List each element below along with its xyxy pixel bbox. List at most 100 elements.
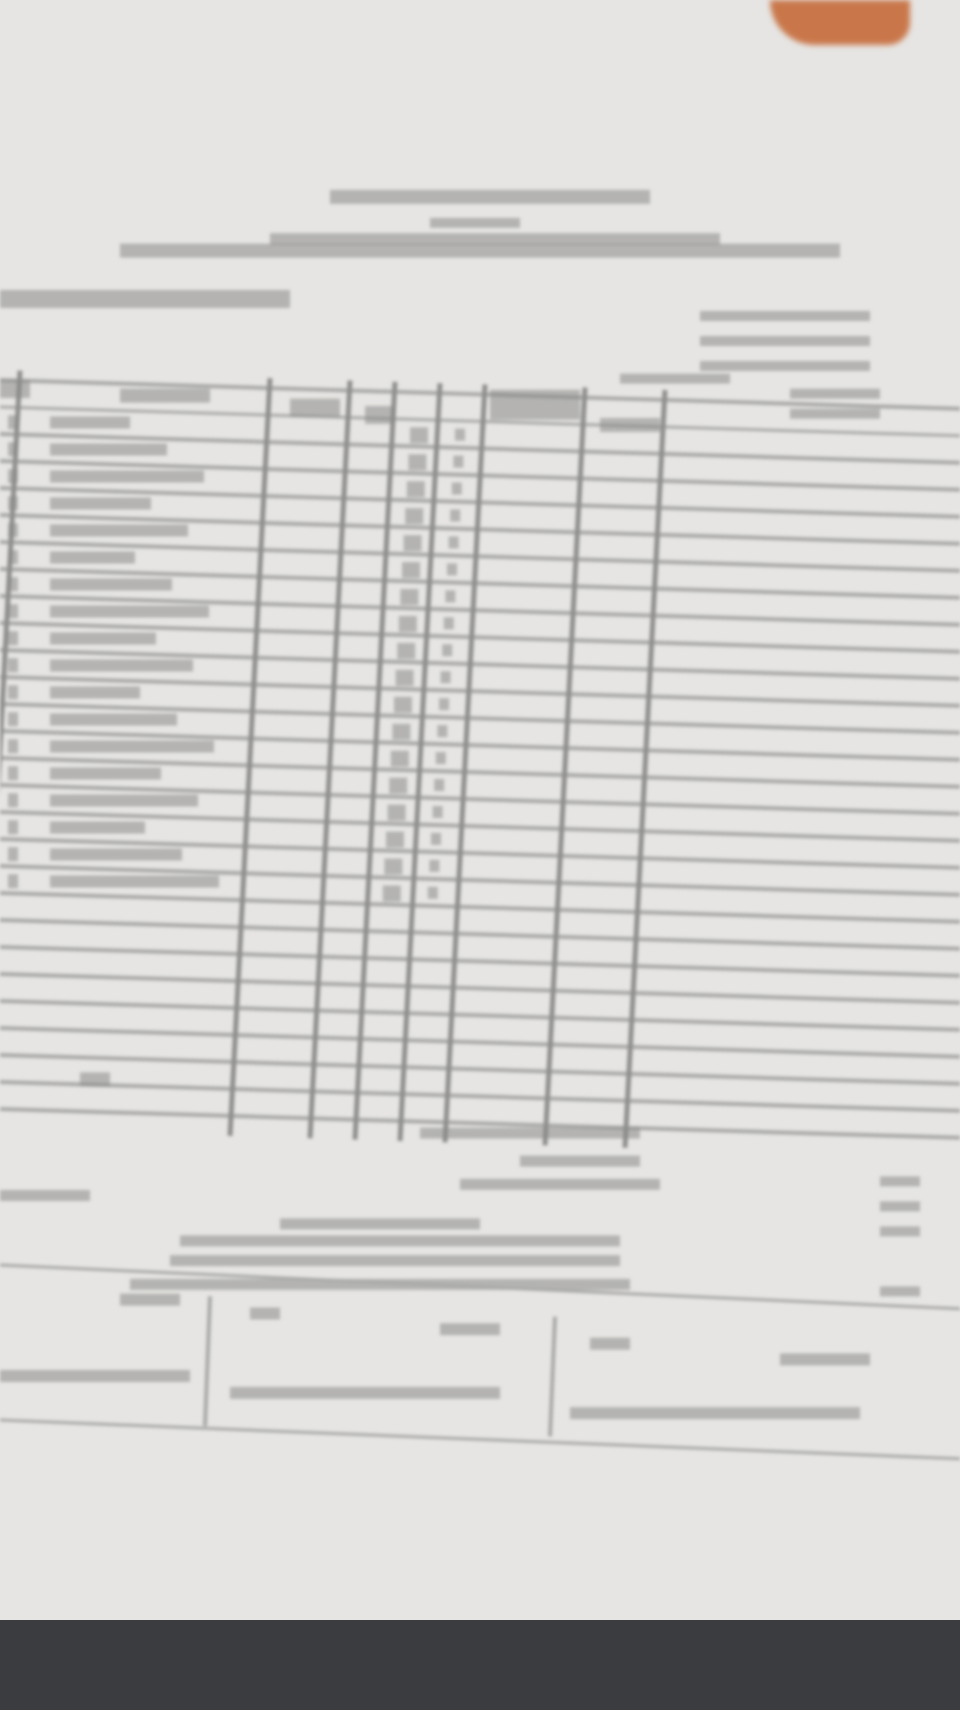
item-cell <box>448 536 459 549</box>
item-cell <box>386 831 404 848</box>
item-cell <box>447 563 457 576</box>
table-row-rule <box>0 999 960 1032</box>
item-cell <box>403 535 422 552</box>
table-row-rule <box>0 972 960 1005</box>
item-cell <box>455 428 465 441</box>
row-number <box>8 604 18 619</box>
item-cell <box>397 642 416 659</box>
row-number <box>8 469 18 484</box>
item-description <box>50 524 188 537</box>
totals-text-line <box>0 1190 90 1201</box>
totals-value <box>880 1226 920 1237</box>
item-cell <box>435 752 446 765</box>
totals-text-line <box>520 1155 640 1167</box>
totals-text-line <box>130 1278 630 1290</box>
table-row-rule <box>0 702 960 735</box>
item-cell <box>398 615 417 632</box>
table-row-rule <box>0 540 960 573</box>
header-text-line <box>0 290 290 308</box>
totals-block <box>0 1127 920 1297</box>
table-row-rule <box>0 756 960 789</box>
table-column-rule <box>397 383 443 1142</box>
signature-text <box>590 1337 630 1350</box>
item-cell <box>389 777 408 794</box>
table-row-rule <box>0 864 960 897</box>
header-meta-line <box>620 373 730 384</box>
table-total-cell <box>80 1072 110 1087</box>
table-row-rule <box>0 567 960 600</box>
item-cell <box>402 562 420 579</box>
signature-text <box>570 1407 860 1420</box>
header-meta-line <box>790 408 880 419</box>
row-number <box>8 739 18 754</box>
header-meta-line <box>700 361 870 371</box>
header-text-line <box>120 243 840 258</box>
item-cell <box>434 779 445 792</box>
item-description <box>50 470 204 483</box>
item-description <box>50 875 219 888</box>
row-number <box>8 793 18 808</box>
item-cell <box>395 669 414 686</box>
item-description <box>50 497 151 510</box>
table-row-rule <box>0 1080 960 1113</box>
item-cell <box>394 696 412 713</box>
row-number <box>8 658 18 673</box>
header-text-line <box>430 217 520 228</box>
table-row-rule <box>0 1107 960 1140</box>
signature-text <box>440 1323 500 1336</box>
item-description <box>50 605 209 618</box>
header-cell <box>0 380 30 398</box>
signature-rule <box>0 1263 960 1311</box>
item-cell <box>400 589 419 606</box>
item-cell <box>440 671 451 684</box>
item-cell <box>453 455 464 468</box>
item-description <box>50 794 198 807</box>
item-cell <box>405 508 424 525</box>
header-meta-line <box>700 336 870 346</box>
background-surface <box>0 1620 960 1710</box>
signature-text <box>250 1307 280 1320</box>
table-column-rule <box>542 387 588 1146</box>
header-cell <box>490 389 580 420</box>
item-cell <box>451 482 462 495</box>
item-cell <box>437 725 448 738</box>
row-number <box>8 496 18 511</box>
table-row-rule <box>0 783 960 816</box>
totals-text-line <box>180 1235 620 1247</box>
table-row-rule <box>0 945 960 978</box>
totals-text-line <box>460 1178 660 1190</box>
table-row-rule <box>0 1053 960 1086</box>
item-description <box>50 821 145 834</box>
totals-value <box>880 1201 920 1212</box>
row-number <box>8 631 18 646</box>
table-row-rule <box>0 837 960 870</box>
table-row-rule <box>0 513 960 546</box>
table-row-rule <box>0 405 960 438</box>
totals-text-line <box>420 1127 640 1139</box>
item-cell <box>387 804 406 821</box>
item-description <box>50 767 161 780</box>
totals-text-line <box>280 1218 480 1230</box>
item-cell <box>445 590 456 603</box>
row-number <box>8 550 18 565</box>
item-cell <box>392 723 411 740</box>
item-cell <box>408 454 427 471</box>
item-description <box>50 686 140 699</box>
signature-rule <box>0 1418 960 1461</box>
signature-text <box>120 1293 180 1306</box>
row-number <box>8 847 18 862</box>
item-description <box>50 713 177 726</box>
row-number <box>8 415 18 430</box>
item-description <box>50 551 135 564</box>
table-row-rule <box>0 648 960 681</box>
header-text-line <box>330 189 650 204</box>
table-column-rule <box>352 381 398 1140</box>
table-row-rule <box>0 810 960 843</box>
header-meta-line <box>790 388 880 399</box>
item-cell <box>406 481 425 498</box>
header-meta-line <box>700 311 870 321</box>
header-cell <box>365 405 395 424</box>
item-description <box>50 632 156 645</box>
signature-text <box>0 1370 190 1382</box>
table-column-rule <box>622 389 668 1148</box>
